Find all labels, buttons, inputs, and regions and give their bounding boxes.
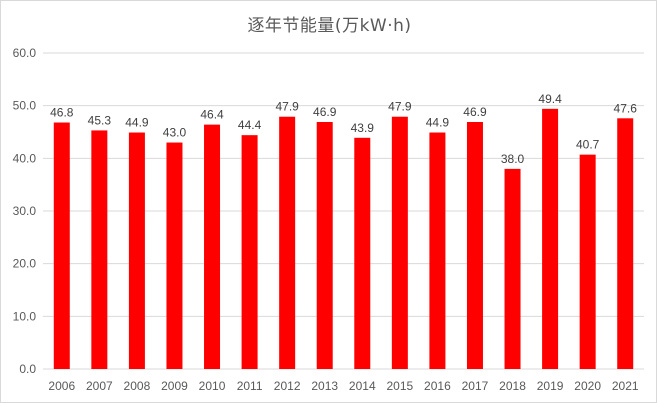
x-tick-label-2007: 2007 — [86, 379, 113, 393]
y-tick-label: 0.0 — [19, 362, 36, 376]
x-tick-label-2014: 2014 — [349, 379, 376, 393]
x-tick-label-2010: 2010 — [199, 379, 226, 393]
bar-2010 — [204, 124, 221, 369]
x-tick-label-2015: 2015 — [386, 379, 413, 393]
bar-2009 — [166, 142, 183, 369]
bar-2007 — [91, 130, 108, 369]
x-tick-label-2018: 2018 — [499, 379, 526, 393]
bar-2015 — [391, 116, 408, 369]
bar-2017 — [466, 121, 483, 369]
bar-2021 — [617, 118, 634, 369]
x-tick-label-2019: 2019 — [537, 379, 564, 393]
x-tick-label-2017: 2017 — [462, 379, 489, 393]
bar-2020 — [579, 154, 596, 369]
y-tick-label: 40.0 — [13, 151, 37, 165]
y-tick-label: 60.0 — [13, 46, 37, 60]
y-tick-label: 30.0 — [13, 204, 37, 218]
data-label-2020: 40.7 — [576, 138, 600, 152]
data-label-2012: 47.9 — [275, 100, 299, 114]
data-label-2013: 46.9 — [313, 105, 337, 119]
y-tick-label: 10.0 — [13, 309, 37, 323]
bar-2012 — [279, 116, 296, 369]
bar-2016 — [429, 132, 446, 369]
data-label-2021: 47.6 — [614, 101, 638, 115]
data-label-2007: 45.3 — [88, 113, 112, 127]
bar-2018 — [504, 168, 521, 369]
x-tick-label-2011: 2011 — [237, 379, 263, 393]
x-tick-label-2016: 2016 — [424, 379, 451, 393]
data-label-2015: 47.9 — [388, 100, 412, 114]
chart-title: 逐年节能量(万kW·h) — [247, 16, 412, 36]
y-tick-label: 50.0 — [13, 99, 37, 113]
data-label-2006: 46.8 — [50, 106, 74, 120]
data-label-2010: 46.4 — [200, 108, 224, 122]
data-label-2018: 38.0 — [501, 152, 525, 166]
data-label-2014: 43.9 — [351, 121, 375, 135]
x-tick-label-2006: 2006 — [48, 379, 75, 393]
data-label-2019: 49.4 — [538, 92, 562, 106]
bar-2006 — [53, 122, 70, 370]
data-label-2016: 44.9 — [426, 116, 450, 130]
bar-2014 — [354, 137, 371, 369]
x-tick-label-2020: 2020 — [574, 379, 601, 393]
x-tick-label-2008: 2008 — [124, 379, 151, 393]
data-label-2009: 43.0 — [163, 126, 187, 140]
bar-2008 — [128, 132, 145, 369]
bar-2011 — [241, 135, 258, 369]
bar-2013 — [316, 121, 333, 369]
data-label-2017: 46.9 — [463, 105, 487, 119]
x-tick-label-2021: 2021 — [612, 379, 639, 393]
y-tick-label: 20.0 — [13, 257, 37, 271]
x-tick-label-2012: 2012 — [274, 379, 301, 393]
x-tick-label-2013: 2013 — [311, 379, 338, 393]
data-label-2008: 44.9 — [125, 116, 149, 130]
x-tick-label-2009: 2009 — [161, 379, 188, 393]
bar-2019 — [542, 108, 559, 370]
data-label-2011: 44.4 — [238, 118, 262, 132]
